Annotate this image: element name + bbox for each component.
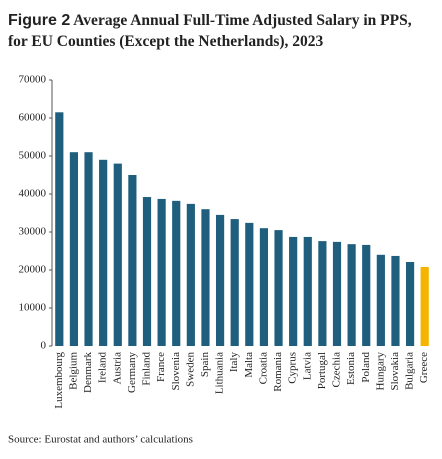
bar: [405, 262, 415, 346]
x-tick-label: Lithuania: [214, 352, 226, 394]
x-tick-label: Sweden: [184, 352, 196, 387]
x-tick-label: Spain: [199, 352, 211, 378]
x-tick-label: Bulgaria: [404, 352, 416, 390]
bar: [332, 241, 342, 346]
x-tick-label: Estonia: [345, 352, 357, 385]
y-tick-label: 30000: [19, 226, 47, 238]
bar: [259, 228, 269, 346]
bar: [84, 152, 93, 346]
x-tick-label: Denmark: [82, 352, 94, 393]
figure-label: Figure 2: [8, 12, 71, 29]
x-tick-label: Austria: [111, 352, 123, 385]
bar: [362, 244, 371, 346]
y-tick-label: 40000: [19, 188, 47, 200]
bar: [113, 163, 122, 346]
bar: [186, 203, 195, 346]
bar: [69, 152, 79, 346]
bar: [230, 219, 239, 346]
x-tick-label: Romania: [272, 352, 284, 392]
bar: [55, 112, 64, 346]
bar: [245, 222, 254, 346]
y-tick-label: 10000: [19, 302, 47, 314]
bar: [391, 255, 400, 346]
x-tick-label: Belgium: [67, 352, 79, 390]
x-tick-label: Finland: [141, 352, 153, 386]
x-tick-label: France: [155, 352, 167, 382]
x-tick-label: Luxembourg: [53, 352, 65, 409]
y-tick-label: 20000: [19, 264, 47, 276]
y-tick-label: 50000: [19, 150, 47, 162]
x-tick-label: Slovakia: [389, 352, 401, 391]
bar: [318, 241, 327, 346]
x-tick-label: Ireland: [97, 352, 109, 384]
bar: [99, 159, 108, 346]
bar: [215, 214, 225, 346]
bar: [289, 236, 298, 346]
x-tick-label: Poland: [360, 352, 372, 383]
bar: [376, 254, 385, 346]
x-tick-label: Malta: [243, 352, 255, 378]
x-tick-label: Portugal: [316, 352, 328, 389]
bar: [172, 200, 181, 346]
y-tick-label: 0: [41, 340, 47, 352]
x-tick-label: Cyprus: [287, 352, 299, 384]
bar: [142, 197, 152, 346]
x-tick-label: Czechia: [331, 352, 343, 388]
source-note: Source: Eurostat and authors’ calculatio…: [8, 434, 193, 446]
x-tick-label: Italy: [228, 352, 240, 373]
bar: [128, 175, 137, 346]
x-tick-label: Slovenia: [170, 352, 182, 391]
y-tick-label: 60000: [19, 112, 47, 124]
bar: [347, 244, 356, 346]
x-tick-label: Greece: [418, 352, 430, 383]
x-tick-label: Germany: [126, 352, 138, 393]
x-tick-label: Latvia: [301, 352, 313, 380]
x-tick-label: Croatia: [257, 352, 269, 384]
bar: [157, 198, 166, 346]
y-tick-label: 70000: [19, 74, 47, 86]
x-tick-label: Hungary: [374, 352, 386, 391]
chart-title-block: Figure 2 Average Annual Full-Time Adjust…: [8, 10, 434, 52]
bar: [201, 209, 210, 346]
bar: [274, 230, 283, 346]
bar: [303, 236, 312, 346]
chart-title: Average Annual Full-Time Adjusted Salary…: [8, 12, 412, 50]
bar: [420, 266, 429, 346]
